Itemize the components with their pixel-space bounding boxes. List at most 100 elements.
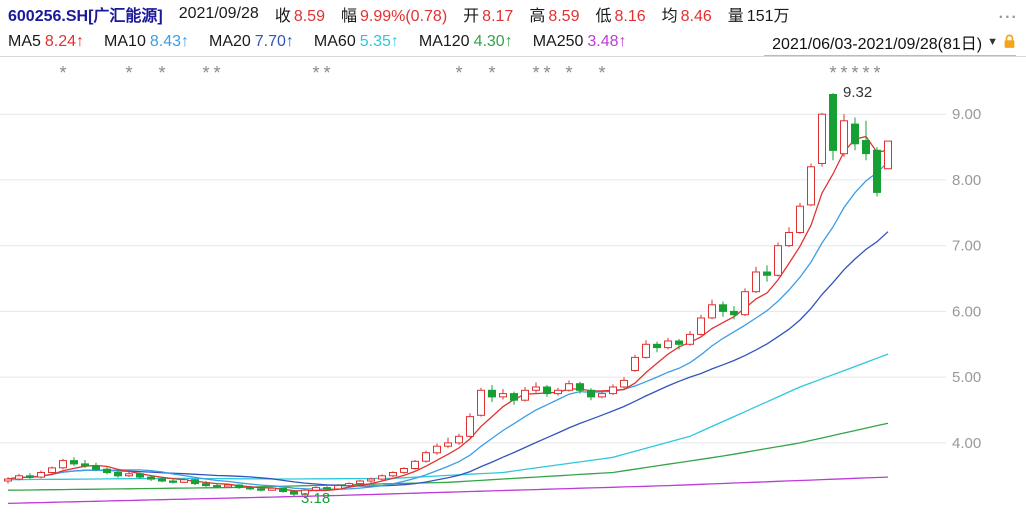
candle — [719, 301, 727, 317]
candle — [642, 340, 650, 359]
candle — [730, 306, 738, 320]
stock-symbol[interactable]: 600256.SH[广汇能源] — [8, 8, 163, 25]
candle — [785, 227, 793, 247]
candle — [81, 460, 89, 468]
candle — [147, 475, 155, 481]
candle — [422, 450, 430, 463]
candle — [136, 472, 144, 479]
candle — [334, 484, 342, 490]
event-star-icon[interactable]: * — [455, 63, 462, 83]
candle — [477, 387, 485, 417]
y-axis-label: 7.00 — [952, 238, 981, 255]
ma-line-ma20 — [7, 231, 889, 487]
candle — [257, 486, 265, 492]
lock-icon[interactable] — [1003, 34, 1016, 49]
candle — [532, 382, 540, 393]
y-axis-label: 5.00 — [952, 369, 981, 386]
ma60-legend: MA60 5.35↑ — [313, 33, 399, 50]
date-range-label[interactable]: 2021/06/03-2021/09/28(81日) — [772, 35, 983, 53]
event-star-icon[interactable]: * — [202, 63, 209, 83]
event-star-icon[interactable]: * — [59, 63, 66, 83]
candle — [675, 339, 683, 350]
date-range-control[interactable]: 2021/06/03-2021/09/28(81日) ▼ — [764, 28, 1016, 56]
candle — [609, 384, 617, 395]
candle — [290, 490, 298, 497]
y-axis-label: 8.00 — [952, 172, 981, 189]
candle — [697, 314, 705, 336]
event-star-icon[interactable]: * — [873, 63, 880, 83]
candle — [873, 147, 881, 197]
candle — [543, 385, 551, 397]
candle — [323, 486, 331, 491]
candle — [565, 380, 573, 392]
candle — [103, 467, 111, 475]
event-star-icon[interactable]: * — [488, 63, 495, 83]
price-annotation: 3.18 — [301, 490, 330, 507]
candle — [235, 484, 243, 489]
candle — [598, 390, 606, 399]
candle — [862, 120, 870, 161]
ma-line-ma120 — [7, 422, 889, 491]
close-field: 收 8.59 — [274, 8, 325, 25]
candle — [378, 474, 386, 481]
event-star-icon[interactable]: * — [532, 63, 539, 83]
candle — [169, 478, 177, 484]
quote-row: 600256.SH[广汇能源] 2021/09/28 收 8.59 幅 9.99%(… — [8, 0, 1018, 28]
event-star-icon[interactable]: * — [312, 63, 319, 83]
event-star-icon[interactable]: * — [125, 63, 132, 83]
candle — [191, 479, 199, 485]
event-star-icon[interactable]: * — [862, 63, 869, 83]
event-star-icon[interactable]: * — [323, 63, 330, 83]
candle — [202, 481, 210, 487]
candle — [125, 471, 133, 478]
event-star-icon[interactable]: * — [829, 63, 836, 83]
event-star-icon[interactable]: * — [213, 63, 220, 83]
ma-legend-row: MA5 8.24↑ MA10 8.43↑ MA20 7.70↑ MA60 5.35↑ M… — [8, 28, 1018, 56]
candle — [301, 488, 309, 496]
more-menu[interactable]: ... — [998, 5, 1018, 22]
change-field: 幅 9.99%(0.78) — [340, 8, 448, 25]
event-star-icon[interactable]: * — [851, 63, 858, 83]
candle — [752, 266, 760, 293]
candle — [433, 443, 441, 455]
candle — [620, 377, 628, 389]
ma-line-ma250 — [7, 476, 889, 505]
ma20-legend: MA20 7.70↑ — [208, 33, 294, 50]
ma5-legend: MA5 8.24↑ — [8, 33, 85, 50]
event-star-icon[interactable]: * — [565, 63, 572, 83]
candle — [488, 385, 496, 403]
candle — [37, 470, 45, 479]
candle — [26, 473, 34, 479]
candle — [664, 337, 672, 350]
candle — [70, 457, 78, 466]
candle — [367, 477, 375, 483]
candle — [92, 462, 100, 472]
volume-field: 量 151万 — [727, 8, 790, 25]
event-star-icon[interactable]: * — [840, 63, 847, 83]
ma250-legend: MA250 3.48↑ — [532, 33, 627, 50]
candle — [774, 242, 782, 277]
candle — [4, 477, 12, 484]
candle — [444, 437, 452, 449]
candle — [268, 486, 276, 491]
event-star-icon[interactable]: * — [598, 63, 605, 83]
candle — [499, 389, 507, 400]
event-star-icon[interactable]: * — [543, 63, 550, 83]
quote-header: 600256.SH[广汇能源] 2021/09/28 收 8.59 幅 9.99%(… — [0, 0, 1026, 57]
candle — [807, 163, 815, 207]
candle — [180, 478, 188, 483]
candle — [686, 331, 694, 346]
chevron-down-icon[interactable]: ▼ — [987, 35, 998, 48]
candle — [829, 93, 837, 161]
candle — [345, 482, 353, 487]
ma-line-ma60 — [7, 353, 889, 481]
candle — [576, 381, 584, 394]
y-axis-label: 9.00 — [952, 106, 981, 123]
y-axis-label: 6.00 — [952, 303, 981, 320]
event-star-icon[interactable]: * — [158, 63, 165, 83]
candle — [224, 483, 232, 488]
price-annotation: 9.32 — [843, 84, 872, 101]
candle — [411, 460, 419, 470]
quote-date: 2021/09/28 — [178, 5, 259, 22]
candlestick-chart[interactable]: 4.005.006.007.008.009.00* * * * * * * * * * * * * * * *… — [0, 57, 1026, 529]
